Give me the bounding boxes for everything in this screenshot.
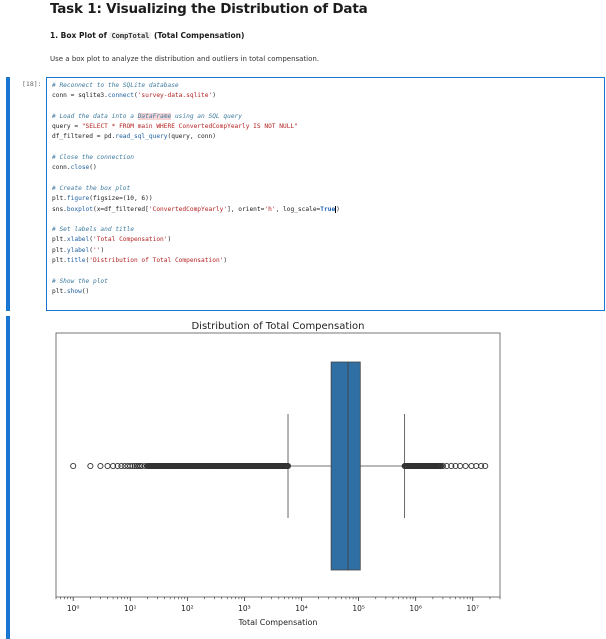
code-cell-selection-bar[interactable]: [6, 77, 10, 311]
x-tick-label: 10⁷: [466, 604, 479, 613]
x-tick-label: 10¹: [124, 604, 137, 613]
outlier-point-high: [478, 462, 485, 470]
x-tick-label: 10⁵: [352, 604, 365, 613]
subheading-code: CompTotal: [109, 32, 152, 40]
outlier-point-low: [129, 462, 136, 470]
iqr-box: [330, 361, 361, 571]
section-description: Use a box plot to analyze the distributi…: [50, 55, 320, 63]
outlier-point-low: [70, 462, 77, 470]
code-cell-editor[interactable]: # Reconnect to the SQLite database conn …: [46, 77, 605, 311]
outlier-point-low: [97, 462, 104, 470]
boxplot-chart: Distribution of Total Compensation 10⁰ 10…: [55, 321, 501, 627]
code-text[interactable]: # Reconnect to the SQLite database conn …: [52, 82, 340, 295]
subheading-suffix: (Total Compensation): [151, 31, 245, 40]
x-tick-label: 10³: [238, 604, 251, 613]
outlier-point-high: [468, 462, 475, 470]
outlier-point-high: [443, 462, 450, 470]
x-tick-label: 10⁴: [295, 604, 308, 613]
outlier-point-high: [452, 462, 459, 470]
outlier-point-high: [462, 462, 469, 470]
outlier-point-high: [439, 462, 446, 470]
outlier-point-low: [87, 462, 94, 470]
outlier-point-high: [448, 462, 455, 470]
x-tick-label: 10⁰: [67, 604, 80, 613]
page-heading: Task 1: Visualizing the Distribution of …: [50, 1, 368, 17]
x-tick-label: 10²: [181, 604, 194, 613]
outlier-point-low: [127, 462, 134, 470]
outlier-point-low: [110, 462, 117, 470]
outlier-point-low: [114, 462, 121, 470]
outlier-point-low: [135, 462, 142, 470]
section-subheading: 1. Box Plot of CompTotal (Total Compensa…: [50, 31, 244, 40]
outlier-point-low: [137, 462, 144, 470]
output-cell-selection-bar[interactable]: [6, 316, 10, 639]
subheading-prefix: 1. Box Plot of: [50, 31, 110, 40]
outlier-point-low: [118, 462, 125, 470]
outlier-point-low: [141, 462, 148, 470]
outlier-point-low: [144, 462, 151, 470]
cell-execution-count: [18]:: [22, 80, 42, 88]
x-axis-label: Total Compensation: [238, 618, 318, 627]
x-tick-label: 10⁶: [409, 604, 422, 613]
outlier-point-low-dense: [285, 462, 292, 469]
outlier-point-high: [482, 462, 489, 470]
chart-title: Distribution of Total Compensation: [191, 321, 364, 332]
